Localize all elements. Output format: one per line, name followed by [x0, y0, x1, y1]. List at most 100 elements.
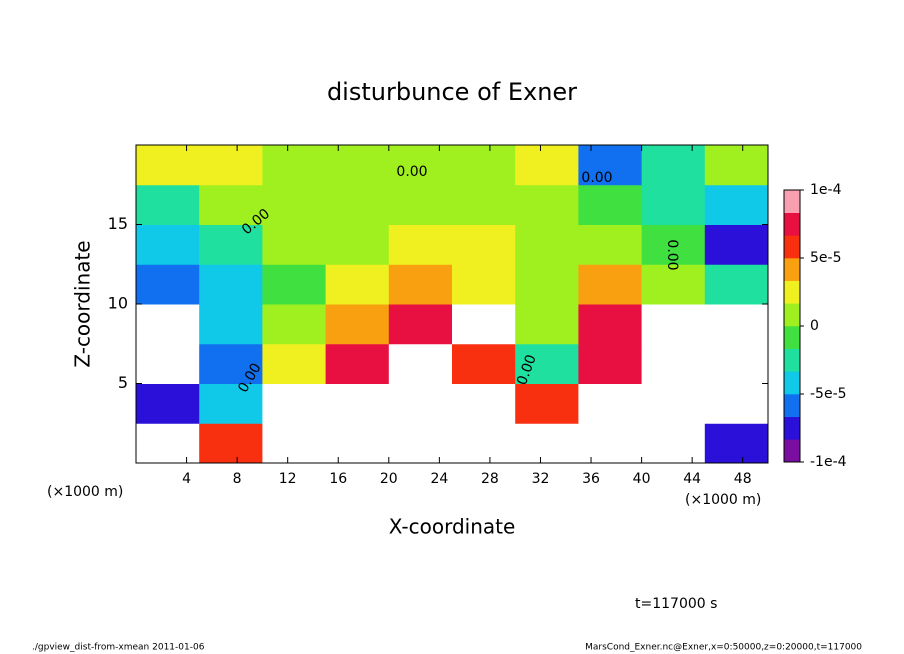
footer-left: ./gpview_dist-from-xmean 2011-01-06: [32, 643, 205, 653]
colorbar-segment: [784, 258, 800, 281]
heatmap-cell: [452, 224, 516, 265]
x-tick-label: 24: [430, 471, 448, 487]
colorbar-segment: [784, 416, 800, 440]
heatmap-cell: [578, 383, 643, 424]
heatmap-cell: [199, 304, 263, 345]
heatmap-cell: [452, 145, 516, 186]
heatmap-cell: [199, 145, 263, 186]
heatmap-cell: [515, 343, 579, 384]
heatmap-cell: [199, 184, 263, 225]
heatmap-cell: [199, 383, 263, 424]
heatmap-cell: [578, 224, 643, 265]
heatmap-cell: [325, 383, 390, 424]
colorbar-tick-label: 0: [810, 318, 819, 334]
heatmap-cell: [325, 224, 390, 265]
heatmap-cell: [325, 343, 390, 384]
heatmap-cell: [136, 383, 200, 424]
heatmap-cell: [641, 224, 706, 265]
heatmap-cell: [641, 264, 706, 305]
colorbar-tick-label: 1e-4: [810, 182, 842, 198]
heatmap-cell: [262, 184, 327, 225]
heatmap-cell: [325, 304, 390, 345]
heatmap-cell: [641, 184, 706, 225]
heatmap-cell: [641, 145, 706, 186]
heatmap-cell: [325, 423, 390, 464]
heatmap-cell: [388, 304, 453, 345]
y-tick-label: 15: [108, 214, 128, 233]
heatmap-cell: [262, 304, 327, 345]
heatmap-cell: [452, 264, 516, 305]
x-tick-label: 20: [380, 471, 398, 487]
heatmap-cell: [199, 343, 263, 384]
x-tick-label: 8: [233, 471, 242, 487]
heatmap-cell: [388, 264, 453, 305]
colorbar-segment: [784, 190, 800, 213]
heatmap-cell: [262, 145, 327, 186]
heatmap-cell: [262, 264, 327, 305]
heatmap-cell: [136, 224, 200, 265]
footer-right: MarsCond_Exner.nc@Exner,x=0:50000,z=0:20…: [585, 643, 862, 653]
heatmap-cell: [641, 423, 706, 464]
heatmap-cell: [452, 184, 516, 225]
contour-label: 0.00: [581, 170, 612, 186]
heatmap-cell: [704, 224, 769, 265]
heatmap-cell: [641, 304, 706, 345]
heatmap-cell: [388, 224, 453, 265]
x-tick-label: 4: [182, 471, 191, 487]
heatmap-cell: [704, 304, 769, 345]
colorbar-segment: [784, 394, 800, 417]
x-axis-label: X-coordinate: [389, 515, 516, 539]
x-tick-label: 32: [532, 471, 550, 487]
chart-title: disturbunce of Exner: [327, 78, 577, 106]
heatmap-cell: [704, 184, 769, 225]
time-label: t=117000 s: [635, 596, 717, 612]
heatmap-cell: [578, 264, 643, 305]
heatmap-cell: [704, 343, 769, 384]
heatmap-cell: [136, 184, 200, 225]
colorbar-tick-label: -1e-4: [810, 454, 847, 470]
heatmap-cell: [199, 423, 263, 464]
heatmap-cell: [452, 304, 516, 345]
heatmap-cell: [388, 423, 453, 464]
heatmap-cell: [199, 224, 263, 265]
colorbar-segment: [784, 212, 800, 236]
heatmap-cell: [704, 383, 769, 424]
heatmap-cell: [452, 383, 516, 424]
colorbar-segment: [784, 303, 800, 327]
x-tick-label: 16: [329, 471, 347, 487]
x-tick-label: 28: [481, 471, 499, 487]
colorbar-segment: [784, 371, 800, 395]
heatmap-cell: [578, 343, 643, 384]
colorbar-segment: [784, 439, 800, 463]
y-axis-label: Z-coordinate: [71, 240, 95, 367]
heatmap-cell: [136, 145, 200, 186]
heatmap-cell: [578, 304, 643, 345]
heatmap-cell: [704, 264, 769, 305]
heatmap-cell: [515, 184, 579, 225]
heatmap-cell: [325, 145, 390, 186]
x-unit-label: (×1000 m): [47, 484, 123, 500]
heatmap-cell: [704, 423, 769, 464]
heatmap-cell: [262, 423, 327, 464]
heatmap-cell: [388, 184, 453, 225]
x-tick-label: 44: [683, 471, 701, 487]
heatmap-cell: [515, 423, 579, 464]
heatmap-cell: [515, 304, 579, 345]
heatmap-cell: [704, 145, 769, 186]
colorbar-segment: [784, 326, 800, 349]
y-tick-label: 5: [118, 373, 128, 392]
contour-label: 0.00: [664, 239, 680, 270]
colorbar-segment: [784, 280, 800, 304]
heatmap-cell: [515, 264, 579, 305]
heatmap-cell: [452, 343, 516, 384]
heatmap-cell: [452, 423, 516, 464]
heatmap-cell: [262, 224, 327, 265]
heatmap-cell: [515, 383, 579, 424]
y-tick-label: 10: [108, 294, 128, 313]
x-tick-label: 48: [734, 471, 752, 487]
x-tick-label: 12: [279, 471, 297, 487]
heatmap-cell: [515, 224, 579, 265]
heatmap-cell: [262, 383, 327, 424]
heatmap-cell: [388, 383, 453, 424]
